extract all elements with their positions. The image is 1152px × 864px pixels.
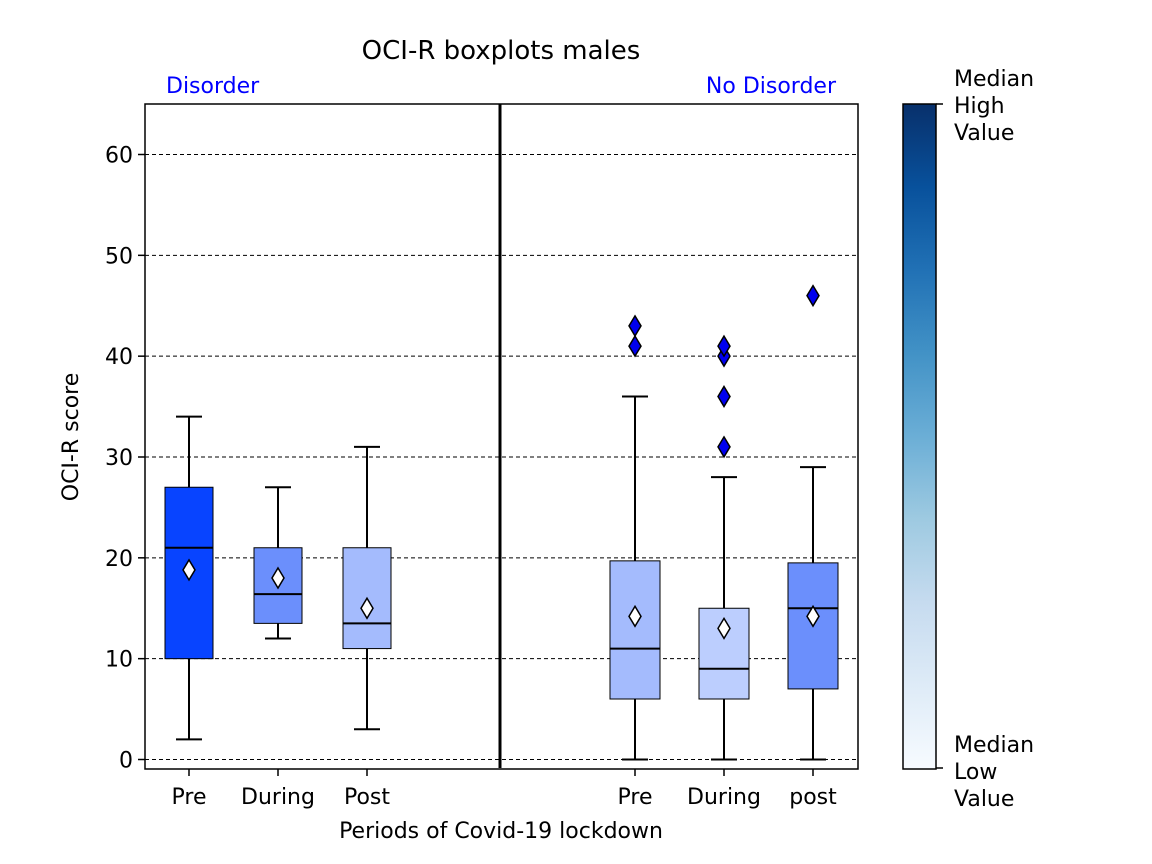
box: [609, 560, 661, 700]
y-tick-label: 10: [105, 648, 133, 673]
y-tick-label: 50: [105, 244, 133, 269]
x-axis: Pre During Post Pre During post: [172, 769, 837, 810]
box-plot-post: [787, 284, 839, 761]
box-plot-during: [698, 334, 750, 761]
box-plot-post: [342, 445, 392, 731]
y-tick-label: 60: [105, 144, 133, 169]
colorbar-high-label: Median High Value: [954, 67, 1034, 146]
outlier-point: [628, 314, 642, 338]
y-tick-label: 30: [105, 446, 133, 471]
mean-marker: [360, 596, 374, 620]
y-axis-label: OCI-R score: [59, 373, 84, 502]
x-axis-label: Periods of Covid-19 lockdown: [339, 819, 663, 844]
group-label-disorder: Disorder: [166, 74, 260, 99]
box-plot-pre: [164, 415, 214, 741]
colorbar-gradient: [902, 103, 937, 770]
outlier-point: [628, 334, 642, 358]
x-tick-label: During: [241, 785, 315, 810]
x-tick-label: Pre: [172, 785, 207, 810]
group-label-no-disorder: No Disorder: [706, 74, 837, 99]
x-tick-label: Post: [344, 785, 390, 810]
x-tick-label: During: [687, 785, 761, 810]
x-tick-label: post: [789, 785, 837, 810]
mean-marker: [628, 604, 642, 628]
mean-marker: [717, 616, 731, 640]
x-tick-label: Pre: [618, 785, 653, 810]
y-tick-label: 20: [105, 547, 133, 572]
mean-marker: [182, 558, 196, 582]
y-axis: 0 10 20 30 40 50 60: [105, 144, 145, 774]
chart-title: OCI-R boxplots males: [362, 36, 641, 66]
colorbar-low-label: Median Low Value: [954, 733, 1034, 812]
outlier-point: [717, 435, 731, 459]
colorbar: Median High Value Median Low Value: [902, 67, 1034, 812]
box-plot-pre: [609, 314, 661, 761]
y-tick-label: 40: [105, 345, 133, 370]
y-tick-label: 0: [119, 749, 133, 774]
mean-marker: [806, 604, 820, 628]
outlier-point: [717, 334, 731, 358]
outlier-point: [806, 284, 820, 308]
plot-frame: [144, 103, 859, 770]
mean-marker: [271, 566, 285, 590]
box-plots: [164, 284, 839, 761]
outlier-point: [717, 385, 731, 408]
box-plot-during: [253, 486, 303, 640]
